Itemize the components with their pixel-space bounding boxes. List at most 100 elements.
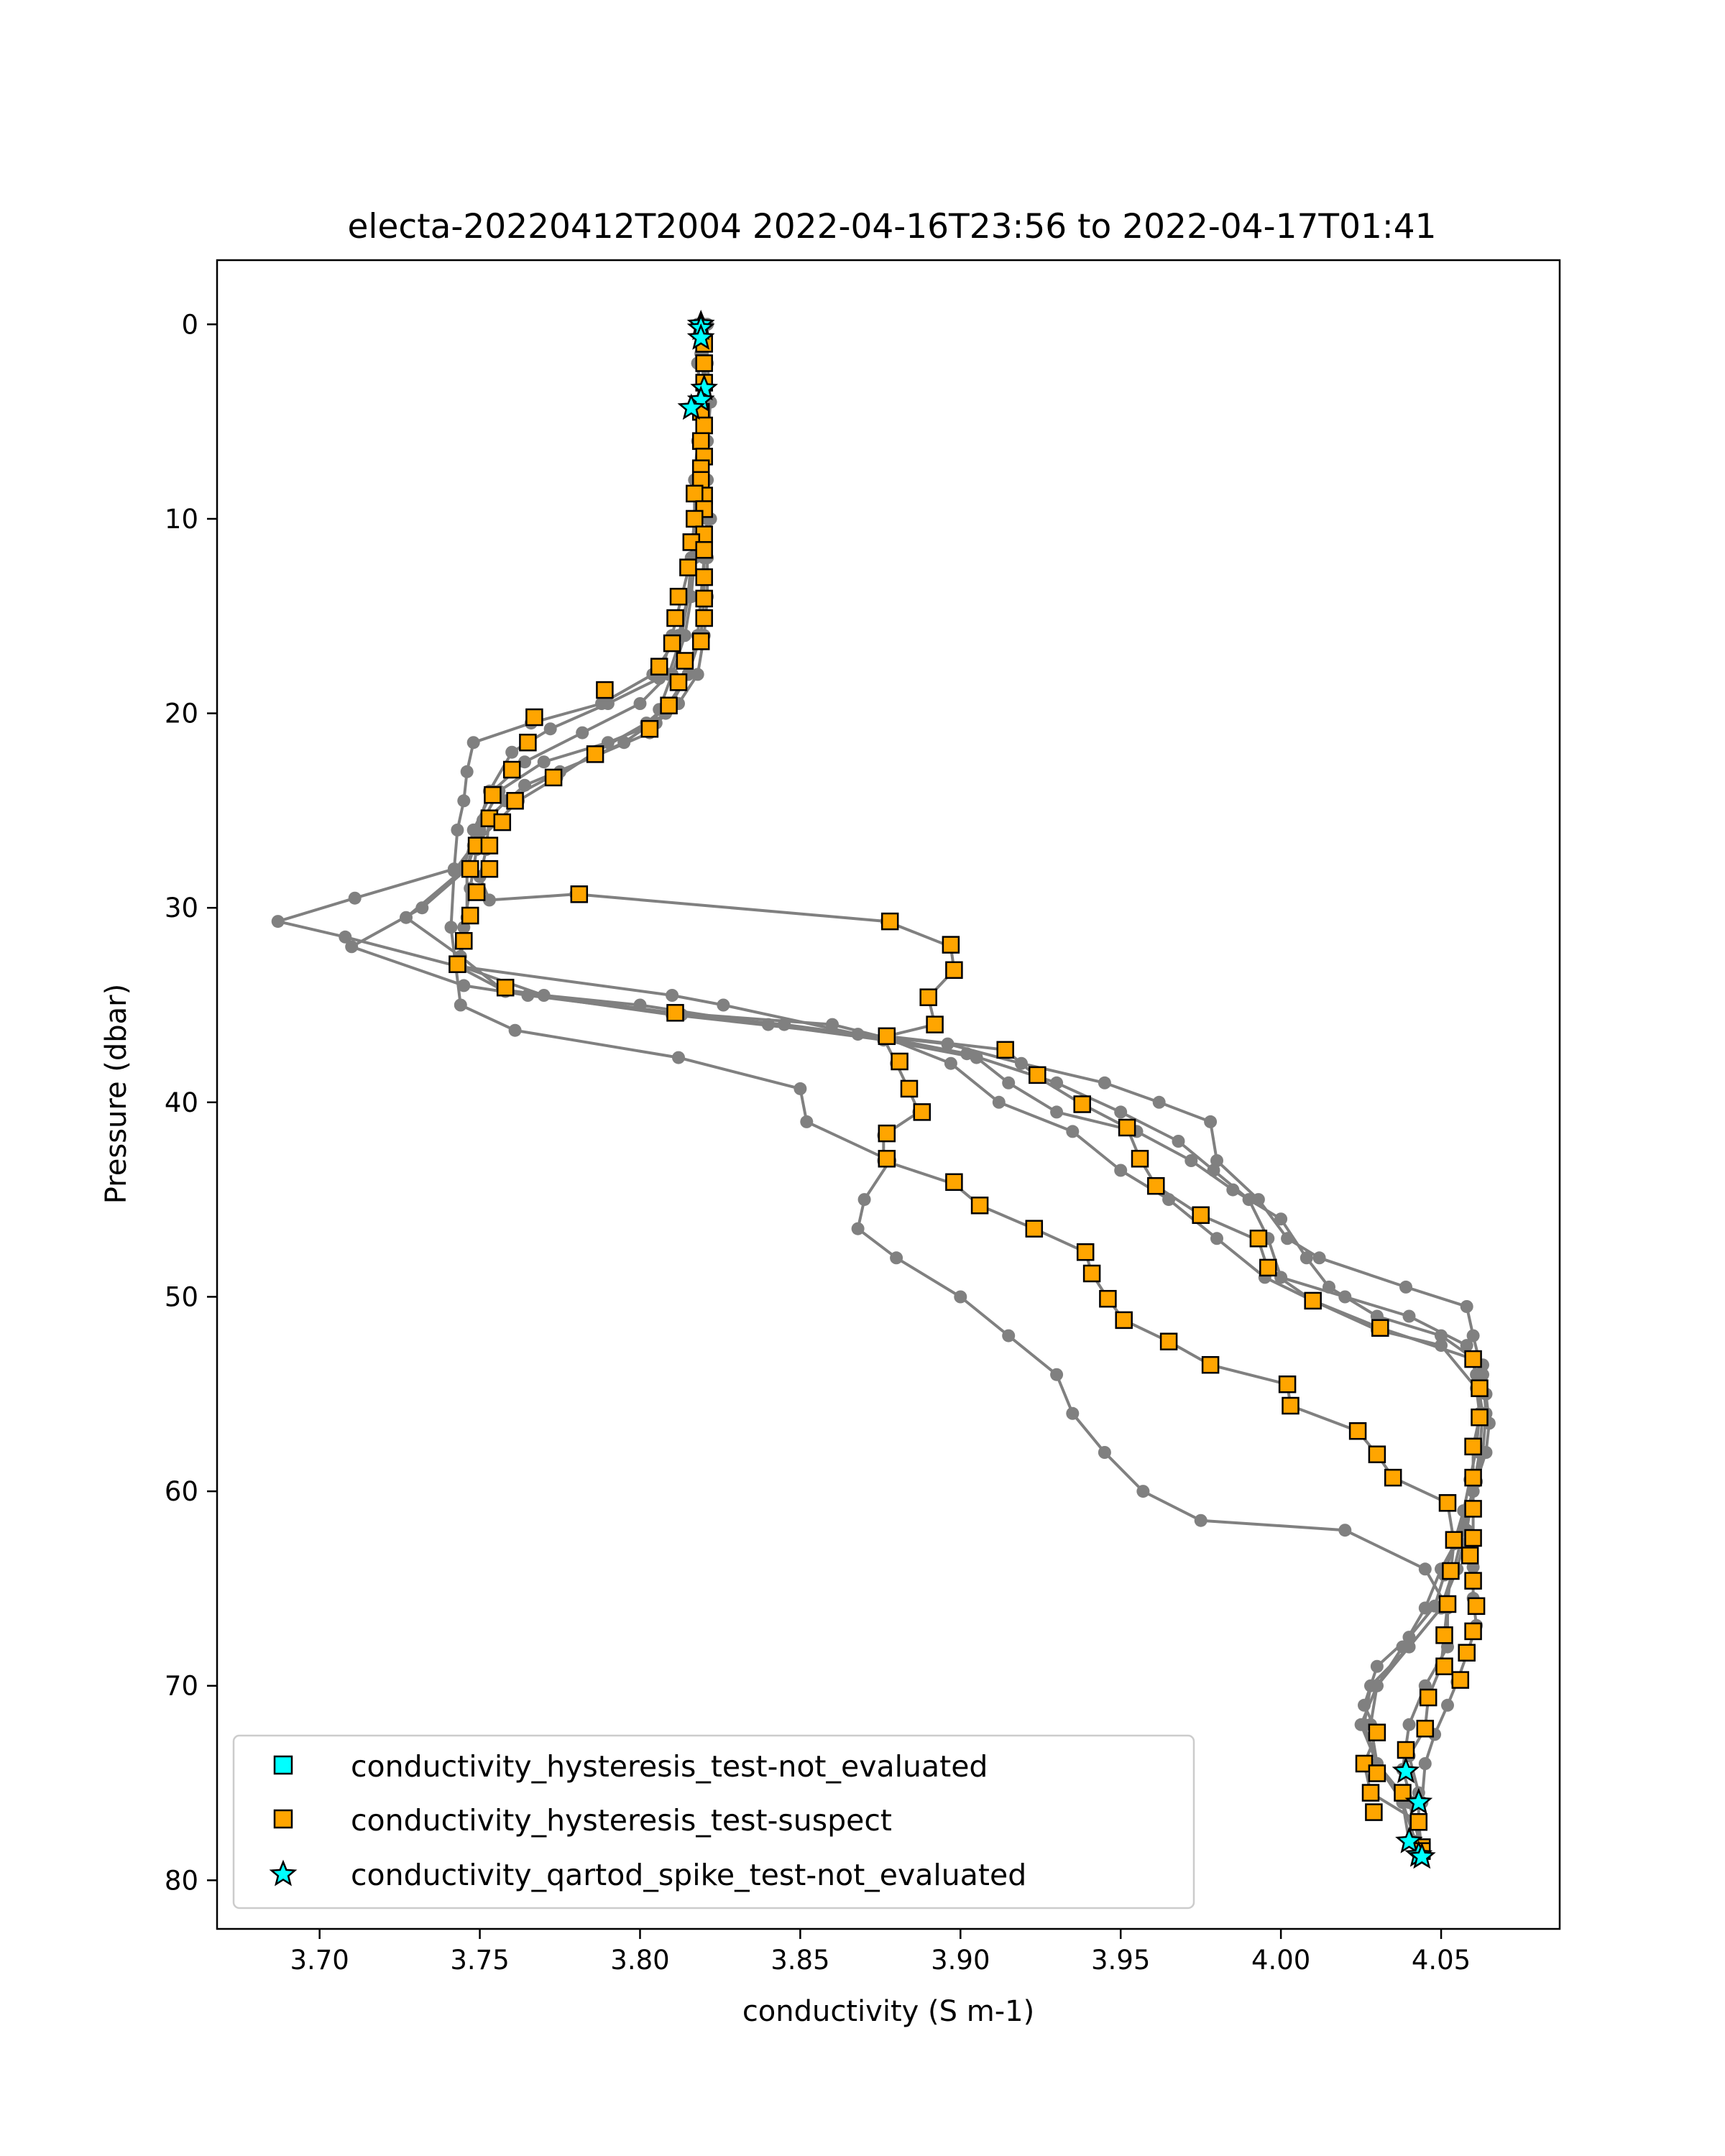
suspect-square-marker: [502, 760, 521, 779]
suspect-square-marker: [1115, 1311, 1133, 1330]
suspect-square-marker: [467, 883, 486, 901]
profile-point: [1210, 1232, 1223, 1245]
suspect-square-marker: [945, 1173, 963, 1192]
suspect-square-marker: [695, 589, 713, 608]
profile-point: [633, 697, 647, 710]
y-tick-label: 30: [165, 893, 198, 923]
spike-star-marker: [686, 323, 715, 350]
suspect-square-marker: [695, 540, 713, 559]
suspect-square-marker: [1464, 1500, 1482, 1518]
profile-point: [1418, 1601, 1432, 1615]
profile-point: [518, 755, 531, 769]
suspect-square-marker: [1118, 1118, 1136, 1137]
y-tick-label: 80: [165, 1865, 198, 1896]
suspect-square-marker: [695, 568, 713, 586]
profile-point: [944, 1056, 957, 1070]
suspect-square-marker: [1029, 1066, 1046, 1084]
x-tick-label: 3.90: [931, 1945, 990, 1976]
suspect-square-marker: [669, 673, 688, 691]
profile-point: [1338, 1524, 1352, 1537]
suspect-square-marker: [669, 587, 688, 606]
suspect-square-marker: [480, 837, 499, 854]
profile-point: [1050, 1105, 1064, 1119]
profile-point: [1002, 1329, 1016, 1342]
spike-star-marker: [1407, 1842, 1436, 1869]
profile-point: [400, 911, 413, 924]
profile-point: [601, 736, 615, 750]
profile-point: [1441, 1698, 1454, 1712]
suspect-square-marker: [695, 609, 713, 627]
suspect-square-marker: [1082, 1264, 1101, 1283]
profile-point: [457, 979, 471, 992]
y-tick-label: 60: [165, 1476, 198, 1507]
suspect-square-marker: [1464, 1529, 1482, 1547]
profile-lines-layer: [271, 318, 1496, 1860]
profile-point: [454, 998, 467, 1012]
profile-point: [518, 778, 531, 792]
profile-point: [457, 794, 471, 808]
suspect-square-marker: [1464, 1622, 1482, 1641]
suspect-square-marker: [1249, 1230, 1268, 1248]
suspect-square-marker: [676, 652, 694, 670]
legend-marker-hysteresis-suspect: [273, 1809, 293, 1829]
suspect-square-marker: [970, 1197, 989, 1215]
profile-point: [537, 989, 551, 1002]
profile-point: [451, 823, 464, 837]
profile-point: [505, 745, 519, 759]
suspect-square-marker: [945, 961, 963, 980]
suspect-square-marker: [691, 432, 710, 450]
profile-point: [339, 930, 352, 944]
profile-point: [857, 1193, 871, 1207]
profile-point: [717, 998, 730, 1012]
suspect-square-marker: [666, 609, 684, 627]
x-tick-label: 3.95: [1091, 1945, 1150, 1976]
profile-point: [444, 921, 458, 934]
suspect-square-marker: [660, 696, 678, 714]
profile-point: [1396, 1640, 1409, 1654]
suspect-square-marker: [942, 936, 960, 954]
profile-point: [1312, 1251, 1326, 1265]
profile-point: [1300, 1251, 1313, 1265]
profile-point: [601, 697, 615, 710]
suspect-square-marker: [1361, 1784, 1380, 1802]
profile-point: [466, 736, 480, 750]
suspect-square-marker: [1442, 1562, 1460, 1580]
suspect-square-marker: [878, 1124, 896, 1143]
profile-point: [415, 901, 429, 915]
profile-point: [1460, 1339, 1473, 1353]
suspect-square-marker: [1435, 1626, 1453, 1644]
legend-marker-spike-not-evaluated: [269, 1859, 298, 1886]
suspect-square-marker: [919, 988, 937, 1006]
suspect-square-marker: [1409, 1812, 1428, 1831]
profile-point: [794, 1082, 807, 1095]
profile-point: [1274, 1212, 1288, 1226]
suspect-square-marker: [663, 634, 681, 653]
legend: conductivity_hysteresis_test-not_evaluat…: [232, 1734, 1195, 1909]
profile-point: [537, 755, 551, 769]
profile-point: [1358, 1698, 1371, 1712]
suspect-square-marker: [1304, 1291, 1322, 1310]
profile-point: [890, 1251, 903, 1265]
suspect-square-marker: [596, 681, 614, 699]
suspect-square-marker: [1192, 1206, 1210, 1225]
suspect-square-marker: [1099, 1289, 1117, 1308]
spike-star-marker: [677, 393, 706, 420]
spike-star-marker: [1392, 1756, 1420, 1784]
suspect-square-marker: [1073, 1095, 1091, 1113]
profile-point: [1194, 1514, 1208, 1527]
plot-frame: [216, 259, 1561, 1930]
suspect-square-marker: [455, 931, 473, 950]
profile-point: [826, 1018, 839, 1031]
profile-point: [851, 1222, 865, 1235]
profile-point: [508, 1023, 522, 1037]
profile-point: [1098, 1076, 1111, 1089]
suspect-square-marker: [1416, 1720, 1435, 1738]
y-tick-label: 70: [165, 1671, 198, 1702]
profile-point: [992, 1095, 1006, 1109]
profile-point: [691, 668, 704, 681]
suspect-square-marker: [1435, 1657, 1453, 1675]
profile-point: [1204, 1115, 1218, 1128]
suspect-square-marker: [1464, 1350, 1482, 1368]
profile-point: [1435, 1329, 1448, 1342]
